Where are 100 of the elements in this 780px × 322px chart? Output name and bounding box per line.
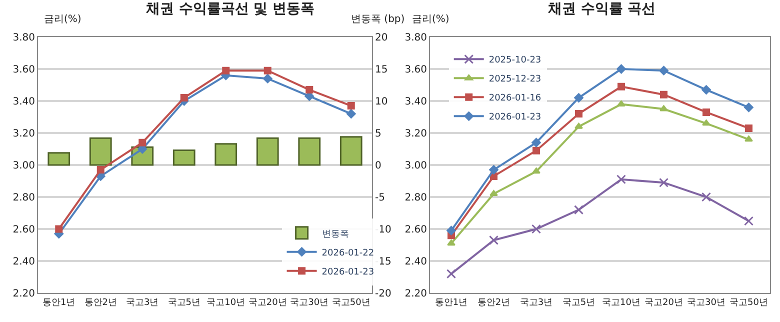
point [446, 226, 456, 236]
point [489, 165, 498, 174]
point [447, 240, 456, 246]
point [306, 86, 314, 94]
y-tick-label: 3.20 [12, 128, 35, 140]
x-tick-label: 국고30년 [687, 298, 726, 308]
y-tick-label: 3.60 [12, 64, 35, 76]
point [702, 85, 711, 94]
x-tick-label: 통안2년 [84, 298, 117, 308]
point [96, 166, 104, 174]
point [659, 178, 668, 188]
y2-axis-title: 변동폭 (bp) [351, 14, 405, 25]
y-tick-label: 3.40 [12, 96, 35, 108]
y2-tick-label: -5 [375, 192, 385, 204]
point [744, 102, 754, 112]
x-tick-label: 국고5년 [168, 298, 200, 308]
point [262, 74, 272, 84]
x-tick-label: 국고3년 [126, 298, 159, 308]
y-axis-title: 금리(%) [412, 14, 450, 25]
point [532, 224, 541, 234]
x-tick-label: 국고3년 [520, 298, 553, 308]
point [616, 174, 626, 184]
point [660, 105, 668, 112]
x-tick-label: 국고10년 [206, 298, 246, 308]
x-tick-label: 국고50년 [332, 298, 370, 308]
bar [89, 137, 112, 166]
point [138, 138, 146, 146]
y-tick-label: 2.80 [404, 192, 427, 204]
y-tick-label: 2.20 [12, 288, 35, 300]
legend-label: 2026-01-23 [488, 112, 542, 123]
y-tick-label: 3.40 [404, 96, 427, 108]
y-tick-label: 2.40 [404, 256, 427, 268]
x-tick-label: 국고30년 [290, 298, 329, 308]
chart-title: 채권 수익률 곡선 [547, 1, 656, 17]
point [702, 192, 711, 202]
legend-label: 2025-12-23 [488, 74, 542, 85]
legend-label: 2026-01-23 [322, 267, 374, 278]
point [346, 109, 356, 118]
point [532, 146, 540, 154]
y-tick-label: 3.80 [404, 32, 427, 44]
point [55, 225, 63, 233]
legend-label: 변동폭 [322, 229, 349, 240]
y-tick-label: 2.20 [404, 288, 427, 300]
point [660, 90, 668, 98]
point [489, 235, 498, 245]
y-tick-label: 3.20 [404, 128, 427, 140]
point [180, 94, 188, 102]
point [617, 100, 626, 106]
y2-tick-label: -20 [375, 288, 392, 300]
point [574, 205, 584, 215]
point [446, 269, 456, 279]
y-tick-label: 2.80 [12, 192, 35, 204]
y-tick-label: 2.60 [404, 224, 427, 236]
y2-tick-label: 15 [375, 64, 388, 76]
point [618, 82, 625, 90]
legend-label: 2026-01-22 [322, 248, 374, 258]
y2-tick-label: 5 [375, 128, 382, 140]
bar [298, 137, 321, 166]
bar [340, 136, 362, 166]
point [532, 168, 540, 174]
bar [48, 152, 70, 166]
y2-tick-label: 0 [375, 160, 382, 172]
y-tick-label: 3.60 [404, 64, 427, 76]
x-tick-label: 통안1년 [434, 298, 468, 308]
x-tick-label: 국고10년 [602, 298, 640, 308]
y-tick-label: 2.60 [12, 224, 35, 236]
y2-tick-label: -15 [375, 256, 392, 268]
point [490, 190, 498, 196]
x-tick-label: 국고20년 [248, 298, 287, 308]
y-tick-label: 3.80 [12, 32, 35, 44]
chart-title: 채권 수익률곡선 및 변동폭 [145, 1, 315, 17]
point [264, 66, 272, 74]
y2-tick-label: -10 [375, 224, 392, 236]
y-tick-label: 3.00 [404, 160, 427, 172]
bar [256, 137, 279, 166]
point [702, 120, 710, 126]
y-tick-label: 3.00 [12, 160, 35, 172]
point [702, 108, 710, 116]
point [745, 124, 752, 132]
point [744, 136, 753, 142]
legend-label: 2026-01-16 [488, 94, 542, 104]
point [347, 102, 355, 110]
bar [172, 150, 196, 166]
bar [214, 143, 238, 166]
x-tick-label: 국고20년 [644, 298, 683, 308]
point [532, 138, 541, 148]
x-tick-label: 국고5년 [562, 298, 596, 308]
point [616, 64, 626, 74]
y2-tick-label: 10 [375, 96, 388, 108]
point [574, 122, 583, 129]
point [659, 66, 668, 76]
y-tick-label: 2.40 [12, 256, 35, 268]
x-tick-label: 국고50년 [730, 298, 768, 308]
point [222, 66, 230, 74]
point [575, 110, 582, 118]
legend-label: 2025-10-23 [488, 56, 542, 66]
y-axis-title: 금리(%) [44, 14, 82, 25]
x-tick-label: 통안2년 [477, 298, 510, 308]
point [574, 93, 584, 102]
point [744, 216, 754, 226]
